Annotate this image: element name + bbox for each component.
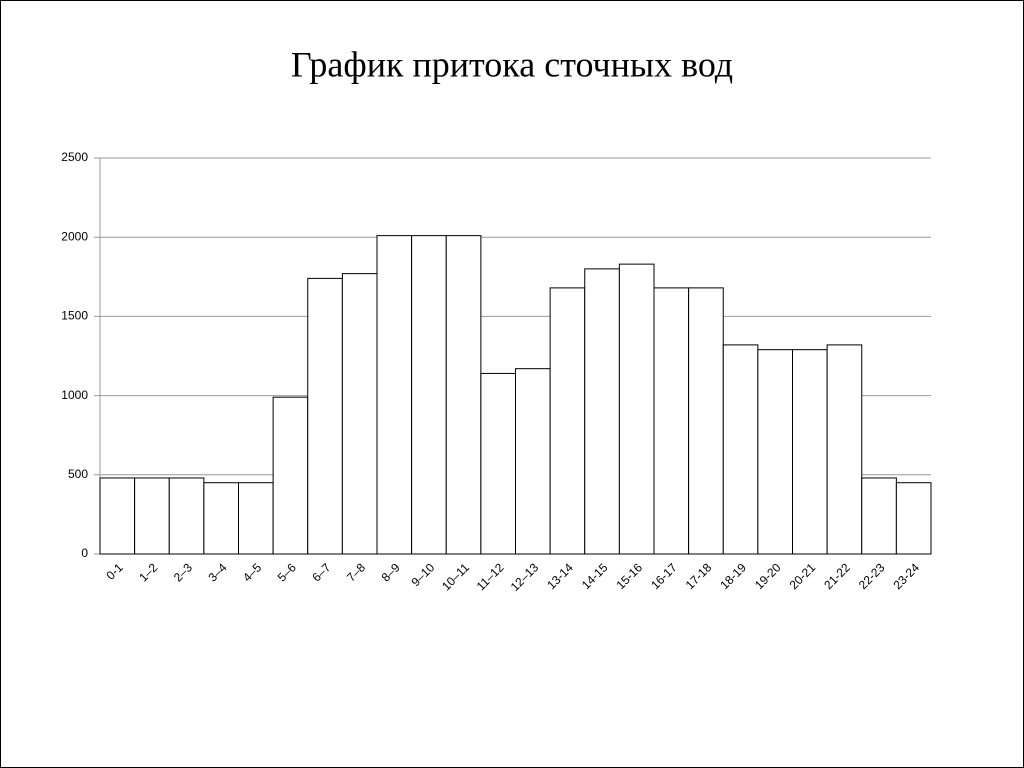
- bar: [826, 344, 863, 555]
- bar: [238, 482, 274, 555]
- bar: [445, 235, 482, 555]
- y-tick-label: 0: [81, 546, 88, 560]
- bar: [272, 396, 309, 555]
- bar: [792, 349, 828, 555]
- y-tick-label: 1500: [61, 309, 88, 323]
- bar: [515, 368, 551, 555]
- y-tick-label: 500: [68, 467, 88, 481]
- bar: [861, 477, 897, 555]
- bar: [411, 235, 447, 555]
- bar: [480, 372, 516, 555]
- bar: [584, 268, 620, 555]
- bar: [895, 482, 932, 555]
- bar: [203, 482, 239, 555]
- bar: [99, 477, 136, 555]
- y-tick-label: 2500: [61, 150, 88, 164]
- bar: [688, 287, 724, 555]
- bar: [618, 263, 655, 555]
- bar: [549, 287, 586, 555]
- bar: [376, 235, 413, 555]
- chart-title: График притока сточных вод: [291, 44, 733, 84]
- bar: [307, 277, 343, 555]
- bar: [134, 477, 170, 555]
- bar: [168, 477, 205, 555]
- bar: [653, 287, 690, 555]
- y-tick-label: 1000: [61, 388, 88, 402]
- y-tick-label: 2000: [61, 229, 88, 243]
- bar: [341, 273, 378, 555]
- bar: [722, 344, 759, 555]
- bar: [757, 349, 793, 555]
